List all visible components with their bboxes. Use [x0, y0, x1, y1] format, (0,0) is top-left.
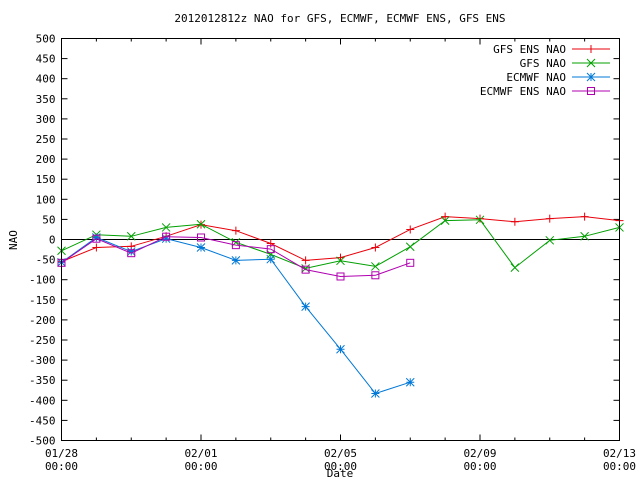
data-point: [266, 239, 275, 248]
data-point: [405, 377, 415, 387]
data-point: [92, 233, 101, 242]
data-point: [580, 212, 589, 221]
y-tick-label: -250: [29, 334, 56, 347]
legend-label: ECMWF NAO: [506, 71, 566, 84]
data-point: [441, 212, 450, 221]
data-point: [301, 256, 310, 265]
x-tick-label-time: 00:00: [603, 460, 636, 473]
data-point: [231, 241, 240, 250]
data-point: [126, 247, 136, 256]
series-ecmwf-nao: [57, 233, 415, 398]
chart-title: 2012012812z NAO for GFS, ECMWF, ECMWF EN…: [174, 12, 505, 25]
y-tick-label: -300: [29, 354, 56, 367]
plot-frame: [61, 38, 620, 441]
data-point: [545, 214, 554, 223]
data-point: [440, 216, 450, 225]
data-point: [371, 262, 380, 271]
data-point: [127, 249, 136, 258]
data-point: [196, 243, 206, 252]
y-axis-label: NAO: [7, 230, 20, 250]
y-tick-label: -200: [29, 314, 56, 327]
data-point: [126, 231, 136, 241]
x-axis-label: Date: [327, 467, 354, 480]
y-tick-label: -400: [29, 394, 56, 407]
data-point: [475, 215, 485, 225]
x-tick-label-time: 00:00: [184, 460, 217, 473]
data-point: [371, 271, 380, 280]
data-point: [196, 219, 206, 229]
data-point: [545, 235, 555, 245]
data-point: [92, 243, 101, 252]
y-tick-label: 400: [36, 73, 56, 86]
data-point: [162, 232, 171, 241]
y-tick-label: -350: [29, 374, 56, 387]
data-point: [301, 265, 310, 274]
data-point: [406, 258, 415, 267]
y-tick-label: 150: [36, 173, 56, 186]
y-tick-label: -500: [29, 435, 56, 448]
data-point: [301, 302, 310, 311]
y-tick-label: 0: [49, 234, 56, 247]
data-point: [371, 389, 380, 398]
y-tick-label: 300: [36, 113, 56, 126]
x-tick-label: 02/09: [463, 447, 496, 460]
y-tick-label: 100: [36, 193, 56, 206]
data-point: [476, 214, 484, 223]
y-tick-label: 500: [36, 33, 56, 46]
data-point: [371, 243, 380, 252]
y-tick-label: 50: [42, 213, 55, 226]
data-point: [197, 233, 205, 242]
x-tick-label: 01/28: [45, 447, 78, 460]
legend-marker: [586, 58, 596, 68]
data-point: [231, 256, 241, 265]
data-point: [336, 272, 345, 281]
y-tick-label: 450: [36, 53, 56, 66]
data-point: [266, 254, 276, 264]
data-point: [406, 225, 415, 234]
y-tick-label: -150: [29, 294, 56, 307]
series-line: [61, 236, 411, 278]
legend-marker: [587, 87, 595, 95]
y-tick-label: 250: [36, 133, 56, 146]
data-point: [161, 234, 171, 244]
data-point: [336, 256, 345, 266]
x-tick-label: 02/01: [184, 447, 217, 460]
data-point: [92, 234, 101, 243]
data-point: [231, 226, 240, 235]
data-point: [580, 231, 589, 241]
y-tick-label: -50: [36, 254, 56, 267]
data-point: [510, 263, 520, 272]
series-layer: [57, 212, 624, 398]
x-tick-label: 02/13: [603, 447, 636, 460]
series-ecmwf-ens-nao: [57, 232, 415, 281]
x-tick-label-time: 00:00: [463, 460, 496, 473]
legend-label: GFS ENS NAO: [493, 43, 566, 56]
y-tick-label: 200: [36, 153, 56, 166]
data-point: [161, 223, 171, 232]
legend-marker: [587, 45, 595, 53]
ticks-layer: 500450400350300250200150100500-50-100-15…: [29, 33, 636, 474]
x-tick-label: 02/05: [324, 447, 357, 460]
data-point: [405, 242, 415, 252]
y-tick-label: 350: [36, 93, 56, 106]
x-tick-label-time: 00:00: [324, 460, 357, 473]
data-point: [266, 245, 275, 254]
x-tick-label-time: 00:00: [45, 460, 78, 473]
data-point: [510, 217, 519, 226]
legend-marker: [586, 72, 596, 82]
legend-label: GFS NAO: [520, 57, 566, 70]
y-tick-label: -100: [29, 274, 56, 287]
data-point: [336, 344, 345, 354]
legend-label: ECMWF ENS NAO: [480, 85, 566, 98]
y-tick-label: -450: [29, 414, 56, 427]
